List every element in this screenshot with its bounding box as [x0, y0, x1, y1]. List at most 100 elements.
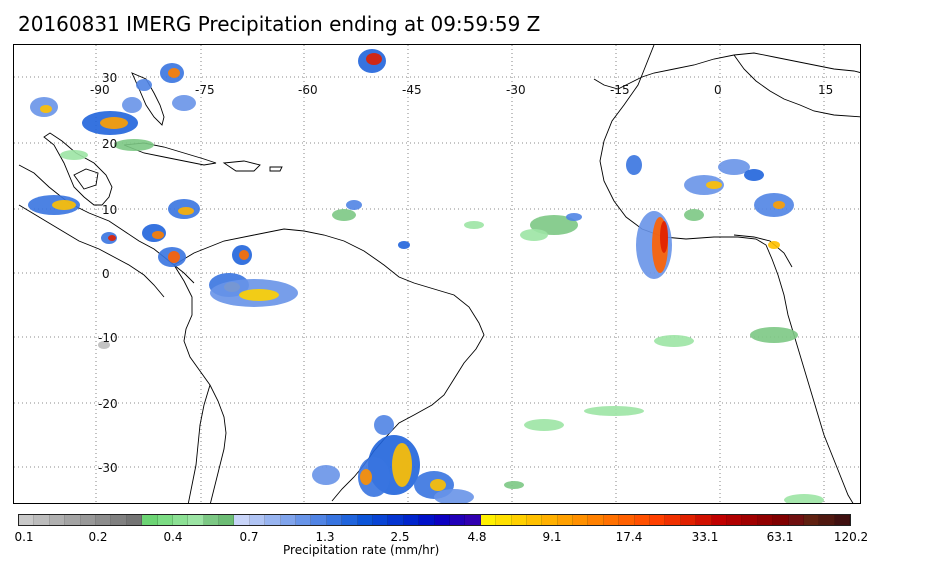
colorbar-cell — [126, 515, 143, 525]
colorbar-cell — [95, 515, 112, 525]
colorbar-cell — [449, 515, 466, 525]
precipitation-cells — [28, 49, 824, 503]
colorbar-cell — [588, 515, 604, 525]
precip-cell — [524, 419, 564, 431]
precip-cell — [654, 335, 694, 347]
precip-cell — [626, 155, 642, 175]
precip-cell — [136, 79, 152, 91]
precip-cell — [100, 117, 128, 129]
precip-cell — [108, 235, 116, 241]
precip-cell — [239, 289, 279, 301]
precip-cell — [239, 250, 249, 260]
colorbar-cell — [326, 515, 343, 525]
precip-cell — [430, 479, 446, 491]
lon-label: -60 — [298, 83, 318, 97]
precip-cell — [398, 241, 410, 249]
coast-cuba — [123, 142, 217, 166]
colorbar-cell — [557, 515, 574, 525]
colorbar-cell — [388, 515, 404, 525]
colorbar-label: Precipitation rate (mm/hr) — [283, 543, 440, 557]
precip-cell — [530, 215, 578, 235]
precip-cell — [332, 209, 356, 221]
precip-cell — [114, 139, 154, 151]
coast-chile — [187, 384, 211, 503]
colorbar-tick-label: 17.4 — [615, 530, 643, 544]
colorbar-cell — [634, 515, 651, 525]
colorbar-cell — [711, 515, 727, 525]
colorbar-cell — [619, 515, 635, 525]
colorbar-cell — [234, 515, 250, 525]
precip-cell — [684, 209, 704, 221]
precip-cell — [464, 221, 484, 229]
colorbar-cell — [757, 515, 774, 525]
precip-cell — [660, 221, 668, 253]
precip-cell — [40, 105, 52, 113]
colorbar-cell — [280, 515, 297, 525]
colorbar-cell — [142, 515, 158, 525]
colorbar-cell — [803, 515, 820, 525]
lat-label: 0 — [102, 267, 110, 281]
colorbar-cell — [249, 515, 266, 525]
precip-cell — [168, 68, 180, 78]
precip-cell — [98, 341, 110, 349]
precip-cell — [366, 53, 382, 65]
lon-label: -15 — [610, 83, 630, 97]
colorbar-cell — [603, 515, 620, 525]
colorbar-cell — [526, 515, 543, 525]
colorbar-cell — [742, 515, 758, 525]
coast-mediterranean — [733, 54, 860, 118]
lat-label: -20 — [98, 397, 118, 411]
colorbar-tick-label: 4.8 — [467, 530, 487, 544]
colorbar-cell — [265, 515, 281, 525]
precip-cell — [122, 97, 142, 113]
precip-cell — [768, 241, 780, 249]
precip-cell — [504, 481, 524, 489]
precip-cell — [312, 465, 340, 485]
colorbar-cell — [726, 515, 743, 525]
colorbar-tick-label: 0.1 — [14, 530, 34, 544]
precip-cell — [584, 406, 644, 416]
coast-hispaniola — [222, 160, 261, 172]
precip-cell — [520, 229, 548, 241]
coast-south-america — [173, 228, 485, 503]
coast-puerto-rico — [269, 166, 283, 172]
lat-label: -30 — [98, 461, 118, 475]
lat-label: -10 — [98, 331, 118, 345]
precip-cell — [773, 201, 785, 209]
colorbar-cell — [573, 515, 589, 525]
colorbar-cell — [296, 515, 312, 525]
colorbar-cell — [403, 515, 420, 525]
colorbar-cell — [434, 515, 450, 525]
colorbar-cell — [788, 515, 804, 525]
colorbar-cell — [680, 515, 697, 525]
colorbar-tick-label: 0.4 — [163, 530, 183, 544]
precip-cell — [152, 231, 164, 239]
graticule — [14, 45, 860, 503]
colorbar-cell — [819, 515, 835, 525]
coastlines — [18, 45, 860, 503]
coast-west-africa — [599, 45, 854, 503]
coast-gulf-mexico — [43, 132, 113, 206]
colorbar-cell — [19, 515, 35, 525]
colorbar-cell — [311, 515, 327, 525]
map-canvas — [14, 45, 860, 503]
lon-label: -30 — [506, 83, 526, 97]
colorbar-tick-label: 2.5 — [390, 530, 410, 544]
precip-cell — [374, 415, 394, 435]
colorbar-cell — [834, 515, 851, 525]
precip-cell — [60, 150, 88, 160]
precip-cell — [52, 200, 76, 210]
colorbar-cell — [419, 515, 435, 525]
precip-cell — [718, 159, 750, 175]
colorbar-tick-label: 63.1 — [766, 530, 794, 544]
colorbar-tick-label: 1.3 — [315, 530, 335, 544]
colorbar-cell — [357, 515, 373, 525]
colorbar-cell — [496, 515, 512, 525]
colorbar-cell — [80, 515, 96, 525]
map-title: 20160831 IMERG Precipitation ending at 0… — [18, 12, 541, 36]
lat-label: 10 — [102, 203, 118, 217]
colorbar-cell — [342, 515, 358, 525]
precip-cell — [392, 443, 412, 487]
precip-cell — [346, 200, 362, 210]
colorbar-cell — [465, 515, 481, 525]
